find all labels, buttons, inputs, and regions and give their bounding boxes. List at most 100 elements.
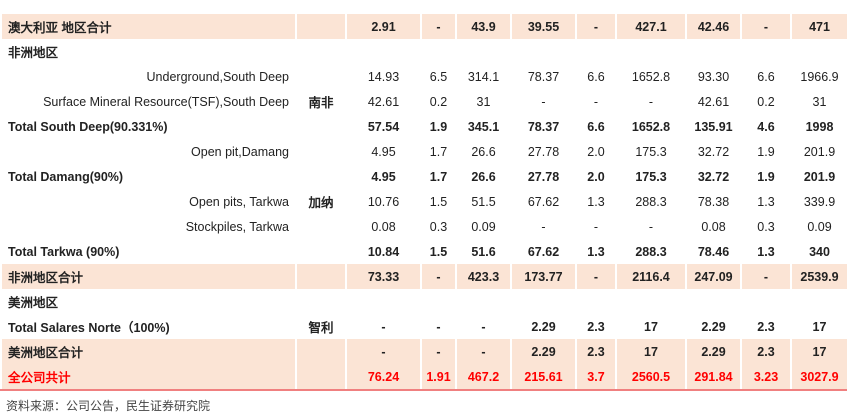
value-cell: - <box>481 319 486 334</box>
value-cell: 0.09 <box>807 219 832 234</box>
value-cell: 32.72 <box>697 144 730 159</box>
value-cell: 345.1 <box>467 119 500 134</box>
table-row: Surface Mineral Resource(TSF),South Deep… <box>1 89 847 114</box>
value-cell: - <box>575 14 616 39</box>
value-cell: - <box>420 14 456 39</box>
value-cell: 1652.8 <box>631 69 671 84</box>
value-cell: 42.61 <box>697 94 730 109</box>
value-cell: 51.6 <box>471 244 496 259</box>
row-label: 美洲地区合计 <box>0 339 296 364</box>
value-cell <box>791 39 847 64</box>
value-cell <box>346 39 421 64</box>
value-cell: 3027.9 <box>790 364 847 391</box>
table-row: Total Damang(90%) 4.95 1.7 26.6 27.78 2.0 175.… <box>1 164 847 189</box>
value-cell: - <box>345 339 421 364</box>
value-cell: 2.0 <box>587 169 605 184</box>
value-cell: 26.6 <box>471 169 496 184</box>
table-row: Open pit,Damang 4.95 1.7 26.6 27.78 2.0 175.3 3… <box>1 139 847 164</box>
row-label: Surface Mineral Resource(TSF),South Deep <box>43 94 289 109</box>
value-cell: 43.9 <box>455 14 511 39</box>
region-cell <box>295 14 346 39</box>
region-cell: 南非 <box>308 96 334 110</box>
value-cell: 1.3 <box>757 244 775 259</box>
value-cell: 76.24 <box>345 364 421 391</box>
row-label: Total Tarkwa (90%) <box>8 244 120 259</box>
table-row: Total Tarkwa (90%) 10.84 1.5 51.6 67.62 1.3 28… <box>1 239 847 264</box>
table-row: 美洲地区合计 - - -2.29 2.3 17 2.29 2.3 17 <box>0 339 847 364</box>
value-cell: 288.3 <box>635 194 667 209</box>
value-cell: 1.3 <box>587 244 605 259</box>
value-cell <box>421 39 456 64</box>
value-cell: 2.0 <box>587 144 605 159</box>
value-cell: - <box>541 94 546 109</box>
value-cell <box>456 289 511 314</box>
value-cell: 215.61 <box>510 364 576 391</box>
value-cell: 423.3 <box>455 264 511 289</box>
value-cell <box>616 289 686 314</box>
value-cell: - <box>436 319 441 334</box>
row-label: Open pit,Damang <box>191 144 289 159</box>
row-label: Underground,South Deep <box>146 69 289 84</box>
value-cell: 1.3 <box>587 194 605 209</box>
value-cell: 1.9 <box>757 144 775 159</box>
value-cell: - <box>420 339 456 364</box>
table-row: 全公司共计 76.24 1.91 467.2 215.61 3.7 2560.5 291.84… <box>0 364 847 391</box>
row-label: 美洲地区 <box>8 296 59 310</box>
value-cell: 0.3 <box>429 219 448 234</box>
value-cell: 73.33 <box>345 264 421 289</box>
row-label: Open pits, Tarkwa <box>189 194 289 209</box>
value-cell <box>576 39 616 64</box>
region-cell <box>295 264 346 289</box>
value-cell <box>511 289 576 314</box>
value-cell: 1.3 <box>757 194 775 209</box>
value-cell: 291.84 <box>685 364 741 391</box>
value-cell: 67.62 <box>527 244 560 259</box>
value-cell: - <box>575 264 616 289</box>
gold-resources-table: 澳大利亚 地区合计 2.91-43.9 39.55-427.1 42.46-471 非洲… <box>0 14 847 391</box>
value-cell <box>346 289 421 314</box>
value-cell: 17 <box>615 339 686 364</box>
value-cell: 467.2 <box>455 364 511 391</box>
value-cell: 2116.4 <box>615 264 686 289</box>
table-row: Underground,South Deep 14.93 6.5 314.1 78.37… <box>1 64 847 89</box>
value-cell: - <box>420 264 456 289</box>
value-cell: 2.3 <box>757 319 775 334</box>
table-row: 澳大利亚 地区合计 2.91-43.9 39.55-427.1 42.46-471 <box>0 14 847 39</box>
value-cell: - <box>593 94 599 109</box>
value-cell: 10.76 <box>367 194 400 209</box>
value-cell: - <box>740 264 791 289</box>
value-cell: 67.62 <box>527 194 560 209</box>
region-cell <box>296 39 346 64</box>
value-cell: 1.5 <box>429 194 448 209</box>
value-cell <box>686 39 741 64</box>
value-cell: - <box>648 219 654 234</box>
value-cell: 201.9 <box>803 169 836 184</box>
value-cell: 0.08 <box>371 219 396 234</box>
table-row: 美洲地区 <box>1 289 847 314</box>
value-cell: 42.46 <box>685 14 741 39</box>
value-cell: 4.95 <box>371 144 396 159</box>
value-cell: 2.29 <box>510 339 576 364</box>
value-cell: 2.29 <box>531 319 556 334</box>
value-cell: 1.5 <box>429 244 448 259</box>
value-cell: 2.3 <box>740 339 791 364</box>
value-cell: - <box>648 94 654 109</box>
region-cell <box>296 114 346 139</box>
region-cell <box>295 339 346 364</box>
value-cell: 26.6 <box>471 144 496 159</box>
value-cell: 32.72 <box>697 169 730 184</box>
value-cell: 2560.5 <box>615 364 686 391</box>
value-cell: 1998 <box>805 119 834 134</box>
row-label: Total Damang(90%) <box>8 169 124 184</box>
value-cell: 31 <box>476 94 491 109</box>
row-label: 非洲地区合计 <box>0 264 296 289</box>
value-cell: 0.08 <box>701 219 726 234</box>
value-cell: 17 <box>790 339 847 364</box>
value-cell: 2.3 <box>575 339 616 364</box>
value-cell: 27.78 <box>527 169 560 184</box>
value-cell: 6.5 <box>429 69 448 84</box>
value-cell <box>576 289 616 314</box>
source-note: 资料来源：公司公告，民生证券研究院 <box>6 399 211 413</box>
value-cell: 6.6 <box>757 69 775 84</box>
value-cell: 27.78 <box>527 144 560 159</box>
